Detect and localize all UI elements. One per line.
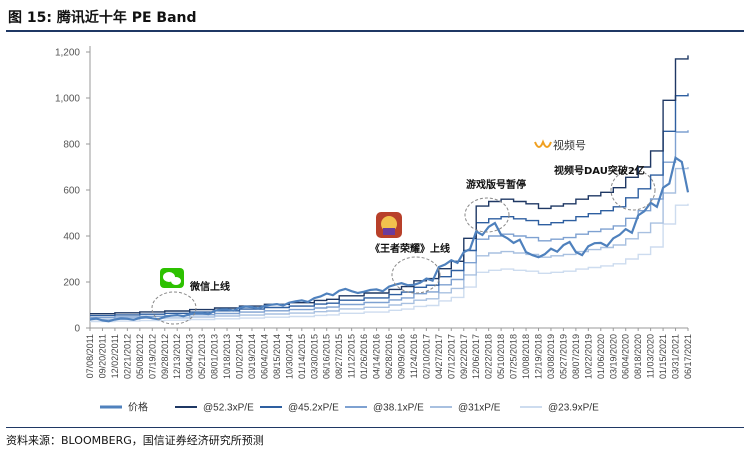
x-tick-label: 02/21/2012	[122, 334, 132, 379]
legend-label: @52.3xP/E	[203, 403, 254, 414]
x-tick-label: 06/04/2020	[621, 334, 631, 379]
x-tick-label: 08/27/2015	[334, 334, 344, 379]
x-tick-label: 11/12/2015	[347, 334, 357, 378]
y-axis: 0 200 400 600 800 1,000 1,200	[55, 46, 91, 335]
y-tick-label: 600	[63, 186, 80, 197]
x-axis: 07/08/2011 09/20/2011 12/02/2011 02/21/2012…	[85, 327, 693, 379]
channels-icon	[534, 139, 552, 148]
x-tick-label: 04/14/2016	[372, 334, 382, 379]
x-tick-label: 12/13/2012	[172, 334, 182, 379]
y-tick-label: 0	[74, 324, 80, 335]
x-tick-label: 03/19/2020	[608, 334, 618, 379]
x-tick-label: 12/19/2018	[534, 334, 544, 379]
x-tick-label: 07/25/2018	[509, 334, 519, 379]
series-line-pe-band-3	[90, 130, 689, 319]
x-tick-label: 03/08/2019	[546, 334, 556, 379]
wechat-highlight-circle	[151, 291, 197, 325]
figure-title: 图 15: 腾讯近十年 PE Band	[8, 10, 197, 26]
x-tick-label: 05/08/2012	[135, 334, 145, 379]
honor-of-kings-icon	[376, 212, 402, 238]
x-tick-label: 01/26/2016	[359, 334, 369, 379]
x-tick-label: 07/08/2011	[85, 334, 95, 378]
legend-label: @31xP/E	[458, 403, 501, 414]
x-tick-label: 05/21/2013	[197, 334, 207, 379]
source-note: 资料来源：BLOOMBERG，国信证券经济研究所预测	[6, 434, 264, 447]
x-tick-label: 09/22/2017	[459, 334, 469, 379]
x-tick-label: 03/30/2015	[309, 334, 319, 379]
x-tick-label: 03/31/2021	[671, 334, 681, 379]
x-tick-label: 01/02/2014	[235, 334, 245, 379]
x-tick-label: 08/01/2013	[210, 334, 220, 379]
x-tick-label: 08/15/2014	[272, 334, 282, 379]
x-tick-label: 07/12/2017	[446, 334, 456, 379]
x-tick-label: 09/20/2011	[97, 334, 107, 378]
y-tick-label: 800	[63, 140, 80, 151]
annotation-label: 视频号	[553, 138, 586, 152]
license-highlight-circle	[464, 197, 510, 233]
series-line-pe-band-4	[90, 167, 689, 321]
x-tick-label: 10/18/2013	[222, 334, 232, 379]
x-tick-label: 06/04/2014	[259, 334, 269, 379]
x-tick-label: 09/28/2012	[160, 334, 170, 379]
x-tick-label: 12/06/2017	[471, 334, 481, 379]
legend-label: @23.9xP/E	[548, 403, 599, 414]
title-bar: 图 15: 腾讯近十年 PE Band	[6, 4, 744, 32]
x-tick-label: 02/10/2017	[421, 334, 431, 379]
x-tick-label: 06/16/2015	[322, 334, 332, 379]
y-tick-label: 1,200	[55, 48, 80, 59]
x-tick-label: 03/04/2013	[185, 334, 195, 379]
x-tick-label: 05/27/2019	[558, 334, 568, 379]
x-tick-label: 02/22/2018	[484, 334, 494, 379]
y-tick-label: 400	[63, 232, 80, 243]
x-tick-label: 10/08/2018	[521, 334, 531, 379]
x-tick-label: 04/27/2017	[434, 334, 444, 379]
x-tick-label: 01/14/2015	[297, 334, 307, 379]
x-tick-label: 12/02/2011	[110, 334, 120, 378]
x-tick-label: 10/30/2014	[284, 334, 294, 379]
x-tick-label: 06/28/2016	[384, 334, 394, 379]
x-tick-label: 09/09/2016	[396, 334, 406, 379]
x-tick-label: 08/18/2020	[633, 334, 643, 379]
honor-highlight-circle	[391, 256, 441, 294]
x-tick-label: 01/15/2021	[658, 334, 668, 379]
annotation-label: 视频号DAU突破2亿	[554, 164, 645, 177]
x-tick-label: 11/24/2016	[409, 334, 419, 378]
annotation-label: 微信上线	[189, 280, 230, 293]
pe-band-chart: 0 200 400 600 800 1,000 1,200 07/08/2011 09/20/…	[55, 46, 693, 414]
annotation-label: 《王者荣耀》上线	[370, 242, 450, 255]
legend-label: @45.2xP/E	[288, 403, 339, 414]
source-divider	[6, 427, 744, 428]
annotation-label: 游戏版号暂停	[466, 178, 526, 191]
legend-label: 价格	[128, 401, 148, 414]
channels-highlight-circle	[610, 169, 656, 211]
x-tick-label: 01/06/2020	[596, 334, 606, 379]
x-tick-label: 08/07/2019	[571, 334, 581, 379]
x-tick-label: 06/17/2021	[683, 334, 693, 379]
legend-label: @38.1xP/E	[373, 403, 424, 414]
series-line-price	[89, 156, 690, 323]
series-layer	[89, 55, 690, 323]
x-tick-label: 03/19/2014	[247, 334, 257, 379]
x-tick-label: 07/19/2012	[147, 334, 157, 379]
x-tick-label: 10/22/2019	[583, 334, 593, 379]
x-tick-label: 11/03/2020	[646, 334, 656, 378]
series-line-pe-band-5	[90, 203, 689, 323]
legend: 价格 @52.3xP/E @45.2xP/E @38.1xP/E @31xP/E @23.…	[100, 401, 599, 414]
y-tick-label: 200	[63, 278, 80, 289]
y-tick-label: 1,000	[55, 94, 80, 105]
wechat-icon	[160, 268, 184, 288]
x-tick-label: 05/10/2018	[496, 334, 506, 379]
